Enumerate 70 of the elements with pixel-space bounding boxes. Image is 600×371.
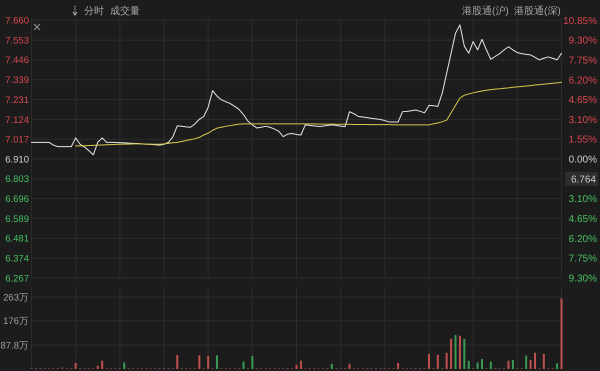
bar [330,364,333,369]
bar [428,354,430,369]
bar [454,335,456,369]
bar [508,360,510,369]
bar [560,298,562,369]
y-tick-label: 6.803 [5,174,29,186]
bar [101,360,104,369]
y-tick-label: 6.910 [5,154,29,166]
bar [123,362,126,369]
y-tick-label: 7.446 [5,55,29,66]
y2-tick-label: 3.10% [568,114,598,126]
line-series [75,82,562,146]
bar [176,355,178,369]
text: 分时 [84,5,104,17]
line-series [31,24,562,156]
bar [251,356,254,369]
bar [481,359,483,369]
y-tick-label: 7.660 [5,16,29,27]
bar [397,362,400,369]
y-tick-label: 6.696 [5,194,29,205]
y2-tick-label: 3.10% [568,194,598,206]
bar [198,355,200,369]
bar [468,360,470,369]
bar [490,362,492,369]
y-tick-label: 6.481 [5,234,29,245]
y2-tick-label: 7.75% [568,254,598,265]
y2-tick-label: 9.30% [568,36,598,47]
y-tick-label: 7.124 [5,114,29,126]
y2-tick-label: 1.55% [568,134,598,146]
y-tick-label: 176万 [3,316,29,328]
bar [446,352,448,369]
y-tick-label: 263万 [3,292,29,304]
bar [242,362,244,369]
y2-tick-label: 0.00% [568,154,598,166]
y-tick-label: 7.339 [5,75,29,86]
y-tick-label: 7.017 [5,134,29,146]
bar [348,364,350,369]
text: 6.764 [570,174,596,186]
y-tick-label: 7.231 [5,94,29,106]
bar [216,355,218,369]
y-tick-label: 6.374 [5,254,29,265]
text: 成交量 [110,5,140,17]
y2-tick-label: 7.75% [568,55,598,66]
y2-tick-label: 4.65% [568,95,598,106]
bar [207,356,210,369]
y2-tick-label: 10.85% [563,16,598,27]
y2-tick-label: 9.30% [568,274,598,284]
text: 港股通(深) [514,5,561,17]
y-tick-label: 87.8万 [0,340,29,352]
bar [556,363,558,369]
bar [300,360,302,369]
y-tick-label: 6.589 [5,214,29,225]
text: 港股通(沪) [462,5,509,17]
y2-tick-label: 6.20% [568,75,598,86]
y2-tick-label: 4.65% [568,214,598,226]
bar [436,354,439,369]
y2-tick-label: 6.20% [568,234,598,245]
bar [458,336,461,369]
bar [530,360,532,369]
y-tick-label: 6.267 [5,273,29,284]
bar [296,364,298,369]
bar [542,354,545,369]
bar [463,338,466,369]
bar [525,356,528,369]
bar [450,338,452,369]
bar [74,362,77,369]
bar [476,362,479,369]
bar [96,366,99,369]
y-tick-label: 7.553 [5,35,29,46]
bar [534,352,536,369]
